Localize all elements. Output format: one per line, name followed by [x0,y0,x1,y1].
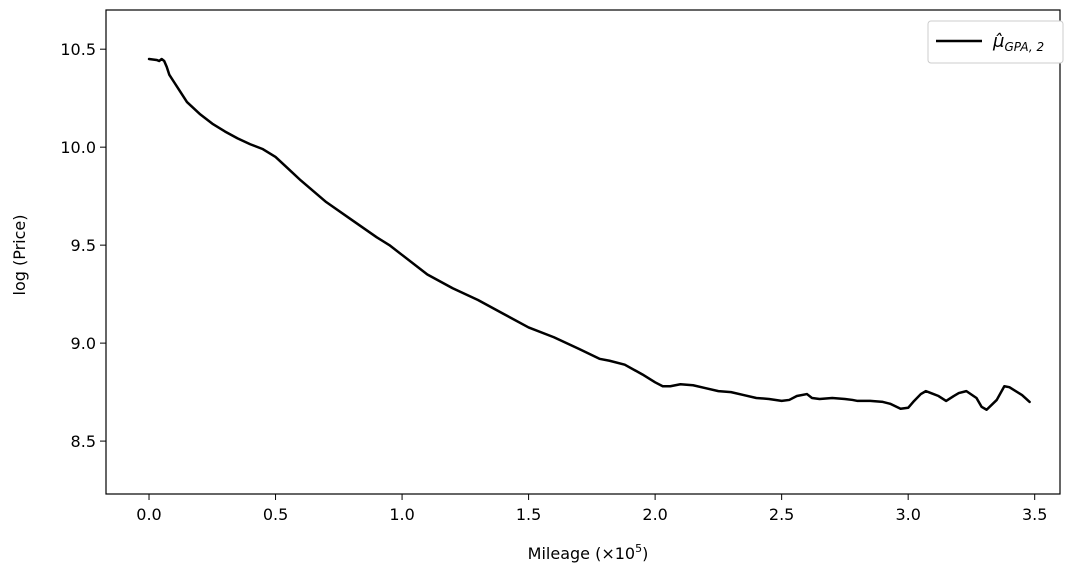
x-tick-label: 0.0 [136,505,161,524]
x-axis-label-exponent: 5 [635,542,642,555]
y-tick-label: 8.5 [71,432,96,451]
x-axis-label: Mileage (×105) [528,542,649,563]
x-axis-label-main: Mileage (×10 [528,544,635,563]
y-tick-label: 10.0 [60,138,96,157]
series-line-0 [147,57,1031,411]
y-tick-label: 10.5 [60,40,96,59]
legend-entry-name: μ̂ [992,31,1004,52]
legend-box [927,20,1064,64]
x-axis-label-close: ) [642,544,648,563]
legend-entry-label: μ̂GPA, 2 [992,31,1044,54]
x-tick-label: 3.0 [895,505,920,524]
series-layer [147,57,1031,411]
x-tick-label: 2.5 [769,505,794,524]
y-axis-label: log (Price) [10,215,29,296]
x-tick-label: 1.5 [516,505,541,524]
x-tick-label: 0.5 [263,505,288,524]
y-tick-label: 9.0 [71,334,96,353]
x-tick-label: 1.0 [389,505,414,524]
legend-entry-subscript: GPA, 2 [1004,40,1044,54]
plot-frame [105,9,1061,495]
x-tick-label: 3.5 [1022,505,1047,524]
ticks-layer: 0.0 0.5 1.0 1.5 2.0 2.5 3.0 3.5 8.5 9.0 9.5 10.0 10.… [60,40,1047,524]
legend: μ̂GPA, 2 [927,20,1064,64]
x-tick-label: 2.0 [642,505,667,524]
y-tick-label: 9.5 [71,236,96,255]
